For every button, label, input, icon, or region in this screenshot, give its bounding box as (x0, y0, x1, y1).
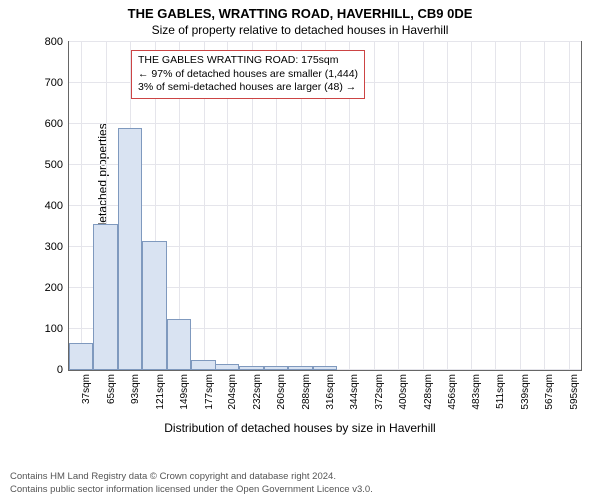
x-tick-label: 344sqm (349, 374, 360, 410)
gridline-v (544, 42, 545, 370)
chart-area: Number of detached properties THE GABLES… (68, 41, 582, 371)
x-tick-label: 511sqm (495, 374, 506, 409)
x-tick-label: 428sqm (423, 374, 434, 410)
histogram-bar (191, 360, 215, 370)
x-tick-label: 288sqm (301, 374, 312, 410)
chart-subtitle: Size of property relative to detached ho… (10, 23, 590, 37)
histogram-bar (288, 366, 312, 370)
y-tick-label: 800 (45, 36, 63, 48)
x-tick-label: 149sqm (179, 374, 190, 410)
x-tick-label: 595sqm (569, 374, 580, 410)
y-tick-label: 100 (45, 323, 63, 335)
annotation-box: THE GABLES WRATTING ROAD: 175sqm ← 97% o… (131, 50, 365, 99)
x-tick-label: 93sqm (130, 374, 141, 404)
x-tick-label: 177sqm (204, 374, 215, 410)
y-tick-label: 500 (45, 159, 63, 171)
y-tick-label: 200 (45, 282, 63, 294)
x-tick-label: 37sqm (81, 374, 92, 404)
x-axis-label: Distribution of detached houses by size … (10, 421, 590, 435)
x-tick-label: 260sqm (276, 374, 287, 410)
histogram-bar (239, 366, 263, 370)
gridline-v (471, 42, 472, 370)
gridline-v (495, 42, 496, 370)
histogram-bar (313, 366, 337, 370)
histogram-bar (142, 241, 166, 370)
histogram-bar (118, 128, 142, 370)
annotation-line: ← 97% of detached houses are smaller (1,… (138, 68, 358, 82)
gridline-v (81, 42, 82, 370)
histogram-bar (69, 343, 93, 370)
gridline-v (374, 42, 375, 370)
x-tick-label: 483sqm (471, 374, 482, 410)
y-tick-label: 0 (57, 364, 63, 376)
gridline-v (423, 42, 424, 370)
histogram-bar (93, 224, 117, 370)
annotation-line: THE GABLES WRATTING ROAD: 175sqm (138, 54, 358, 68)
x-tick-label: 204sqm (227, 374, 238, 410)
gridline-v (520, 42, 521, 370)
chart-title: THE GABLES, WRATTING ROAD, HAVERHILL, CB… (10, 6, 590, 21)
plot-region: THE GABLES WRATTING ROAD: 175sqm ← 97% o… (68, 41, 582, 371)
footer-line: Contains public sector information licen… (10, 484, 590, 496)
histogram-bar (167, 319, 191, 370)
footer-attribution: Contains HM Land Registry data © Crown c… (10, 471, 590, 496)
y-tick-label: 300 (45, 241, 63, 253)
x-tick-label: 232sqm (252, 374, 263, 410)
annotation-line: 3% of semi-detached houses are larger (4… (138, 81, 358, 95)
x-tick-label: 372sqm (374, 374, 385, 410)
chart-container: THE GABLES, WRATTING ROAD, HAVERHILL, CB… (0, 0, 600, 500)
y-tick-label: 700 (45, 77, 63, 89)
x-tick-label: 567sqm (544, 374, 555, 410)
y-tick-label: 600 (45, 118, 63, 130)
x-tick-label: 400sqm (398, 374, 409, 410)
gridline-v (569, 42, 570, 370)
gridline-v (398, 42, 399, 370)
histogram-bar (215, 364, 239, 370)
y-tick-label: 400 (45, 200, 63, 212)
x-tick-label: 539sqm (520, 374, 531, 410)
x-tick-label: 121sqm (155, 374, 166, 410)
x-tick-label: 456sqm (447, 374, 458, 410)
gridline-v (447, 42, 448, 370)
x-tick-label: 316sqm (325, 374, 336, 410)
histogram-bar (264, 366, 288, 370)
x-tick-label: 65sqm (106, 374, 117, 404)
footer-line: Contains HM Land Registry data © Crown c… (10, 471, 590, 483)
